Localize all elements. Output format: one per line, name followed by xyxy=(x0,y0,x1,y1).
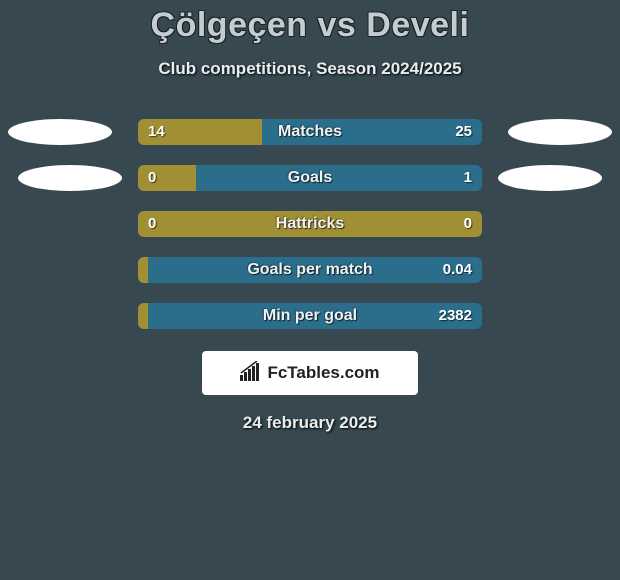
bar-value-right: 1 xyxy=(464,165,472,191)
stat-row: 0 Hattricks 0 xyxy=(0,211,620,237)
stat-bar: 14 Matches 25 xyxy=(138,119,482,145)
bar-value-right: 0 xyxy=(464,211,472,237)
player-ellipse-right xyxy=(498,165,602,191)
bar-value-right: 0.04 xyxy=(443,257,472,283)
stats-area: 14 Matches 25 0 Goals 1 0 Hattricks 0 Goals per m… xyxy=(0,119,620,329)
bar-fill-left xyxy=(138,257,148,283)
bar-value-right: 25 xyxy=(455,119,472,145)
stat-bar: 0 Goals 1 xyxy=(138,165,482,191)
bar-fill-left xyxy=(138,165,196,191)
bar-value-left: 0 xyxy=(148,165,156,191)
chart-icon xyxy=(240,361,262,386)
bar-label: Hattricks xyxy=(276,211,344,237)
player-ellipse-left xyxy=(18,165,122,191)
player-ellipse-left xyxy=(8,119,112,145)
stat-bar: Min per goal 2382 xyxy=(138,303,482,329)
page-title: Çölgeçen vs Develi xyxy=(151,6,470,45)
bar-fill-left xyxy=(138,303,148,329)
stat-row: 0 Goals 1 xyxy=(0,165,620,191)
brand-box: FcTables.com xyxy=(202,351,418,395)
stat-bar: Goals per match 0.04 xyxy=(138,257,482,283)
bar-label: Goals xyxy=(288,165,332,191)
stat-row: Min per goal 2382 xyxy=(0,303,620,329)
player-ellipse-right xyxy=(508,119,612,145)
brand-text: FcTables.com xyxy=(267,363,379,383)
stat-bar: 0 Hattricks 0 xyxy=(138,211,482,237)
bar-value-left: 14 xyxy=(148,119,165,145)
bar-fill-right xyxy=(196,165,482,191)
stat-row: Goals per match 0.04 xyxy=(0,257,620,283)
subtitle: Club competitions, Season 2024/2025 xyxy=(158,59,461,79)
bar-value-right: 2382 xyxy=(439,303,472,329)
bar-label: Goals per match xyxy=(247,257,372,283)
date-line: 24 february 2025 xyxy=(243,413,377,433)
bar-value-left: 0 xyxy=(148,211,156,237)
stat-row: 14 Matches 25 xyxy=(0,119,620,145)
bar-label: Min per goal xyxy=(263,303,357,329)
bar-label: Matches xyxy=(278,119,342,145)
